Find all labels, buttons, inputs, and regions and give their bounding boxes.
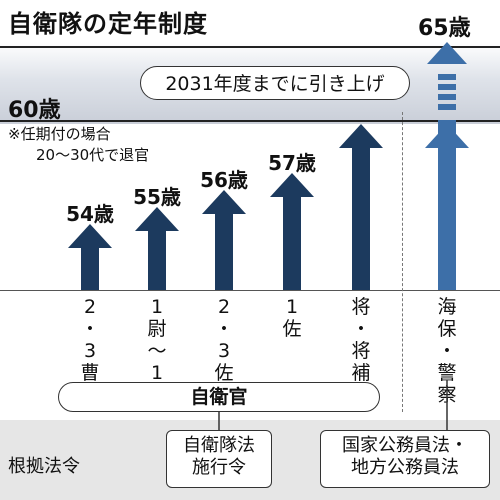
arrow-1-sa <box>270 173 314 290</box>
bar-age-label: 54歳 <box>66 202 114 226</box>
age-60-line <box>0 120 500 122</box>
bar-age-label: 56歳 <box>200 168 248 192</box>
arrow-1i-1sou <box>135 207 179 290</box>
law-box-sdf: 自衛隊法 施行令 <box>166 430 272 488</box>
page-title: 自衛隊の定年制度 <box>8 10 208 38</box>
extension-dash <box>438 94 456 100</box>
extension-dash <box>438 104 456 110</box>
note-line-2: 20〜30代で退官 <box>36 146 150 164</box>
divider-dashed <box>402 112 403 412</box>
arrow-2-3-sa <box>202 190 246 290</box>
extension-dash <box>438 74 456 80</box>
rank-label-4: 将・ 将補 <box>351 296 371 384</box>
arrow-police-head <box>425 124 469 148</box>
arrow-police <box>438 120 456 290</box>
law-box-civil: 国家公務員法・ 地方公務員法 <box>320 430 490 488</box>
law-label: 根拠法令 <box>8 456 80 477</box>
baseline <box>0 290 500 291</box>
arrow-2-3-sou <box>68 224 112 290</box>
callout-bubble: 2031年度までに引き上げ <box>140 66 410 100</box>
note-line-1: ※任期付の場合 <box>8 125 111 143</box>
bar-age-label: 57歳 <box>268 151 316 175</box>
arrow-sho <box>339 124 383 290</box>
extension-dash <box>438 84 456 90</box>
group-label-pill: 自衛官 <box>58 382 380 412</box>
top-rule <box>0 46 500 48</box>
age-65-label: 65歳 <box>418 16 471 41</box>
age-60-label: 60歳 <box>8 98 61 123</box>
arrow-65-head <box>427 42 467 64</box>
bar-age-label: 55歳 <box>133 185 181 209</box>
